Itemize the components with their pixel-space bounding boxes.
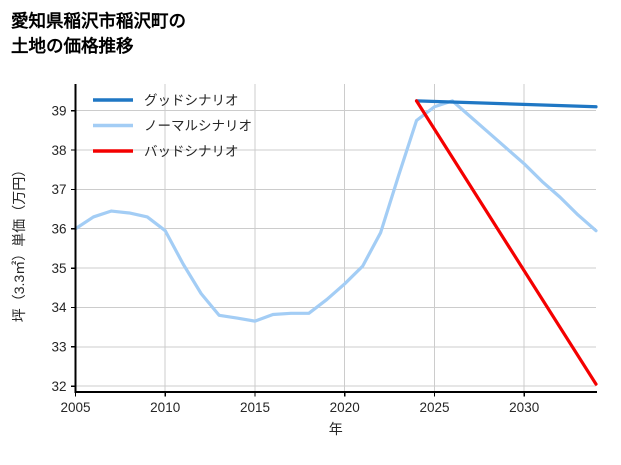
y-axis-title: 坪（3.3㎡）単価（万円） [11,163,27,322]
xtick-label: 2030 [509,400,539,415]
ytick-label: 37 [51,182,66,197]
legend-label-bad: バッドシナリオ [144,144,239,159]
ytick-label: 38 [51,143,66,158]
legend-label-good: グッドシナリオ [144,93,239,108]
xtick-label: 2020 [330,400,360,415]
ytick-label: 32 [51,379,66,394]
xtick-label: 2005 [60,400,90,415]
page-title: 愛知県稲沢市稲沢町の 土地の価格推移 [11,11,186,57]
series-line-good [414,99,598,109]
xtick-label: 2015 [240,400,270,415]
legend-label-normal: ノーマルシナリオ [144,119,252,134]
series-line-normal [73,99,598,323]
series-line-bad [414,99,598,386]
ytick-label: 35 [51,261,66,276]
xtick-label: 2025 [419,400,449,415]
xtick-label: 2010 [150,400,180,415]
ytick-label: 36 [51,222,66,237]
ytick-label: 34 [51,300,67,315]
x-axis-title: 年 [329,421,343,437]
ytick-label: 39 [51,104,66,119]
ytick-label: 33 [51,340,66,355]
